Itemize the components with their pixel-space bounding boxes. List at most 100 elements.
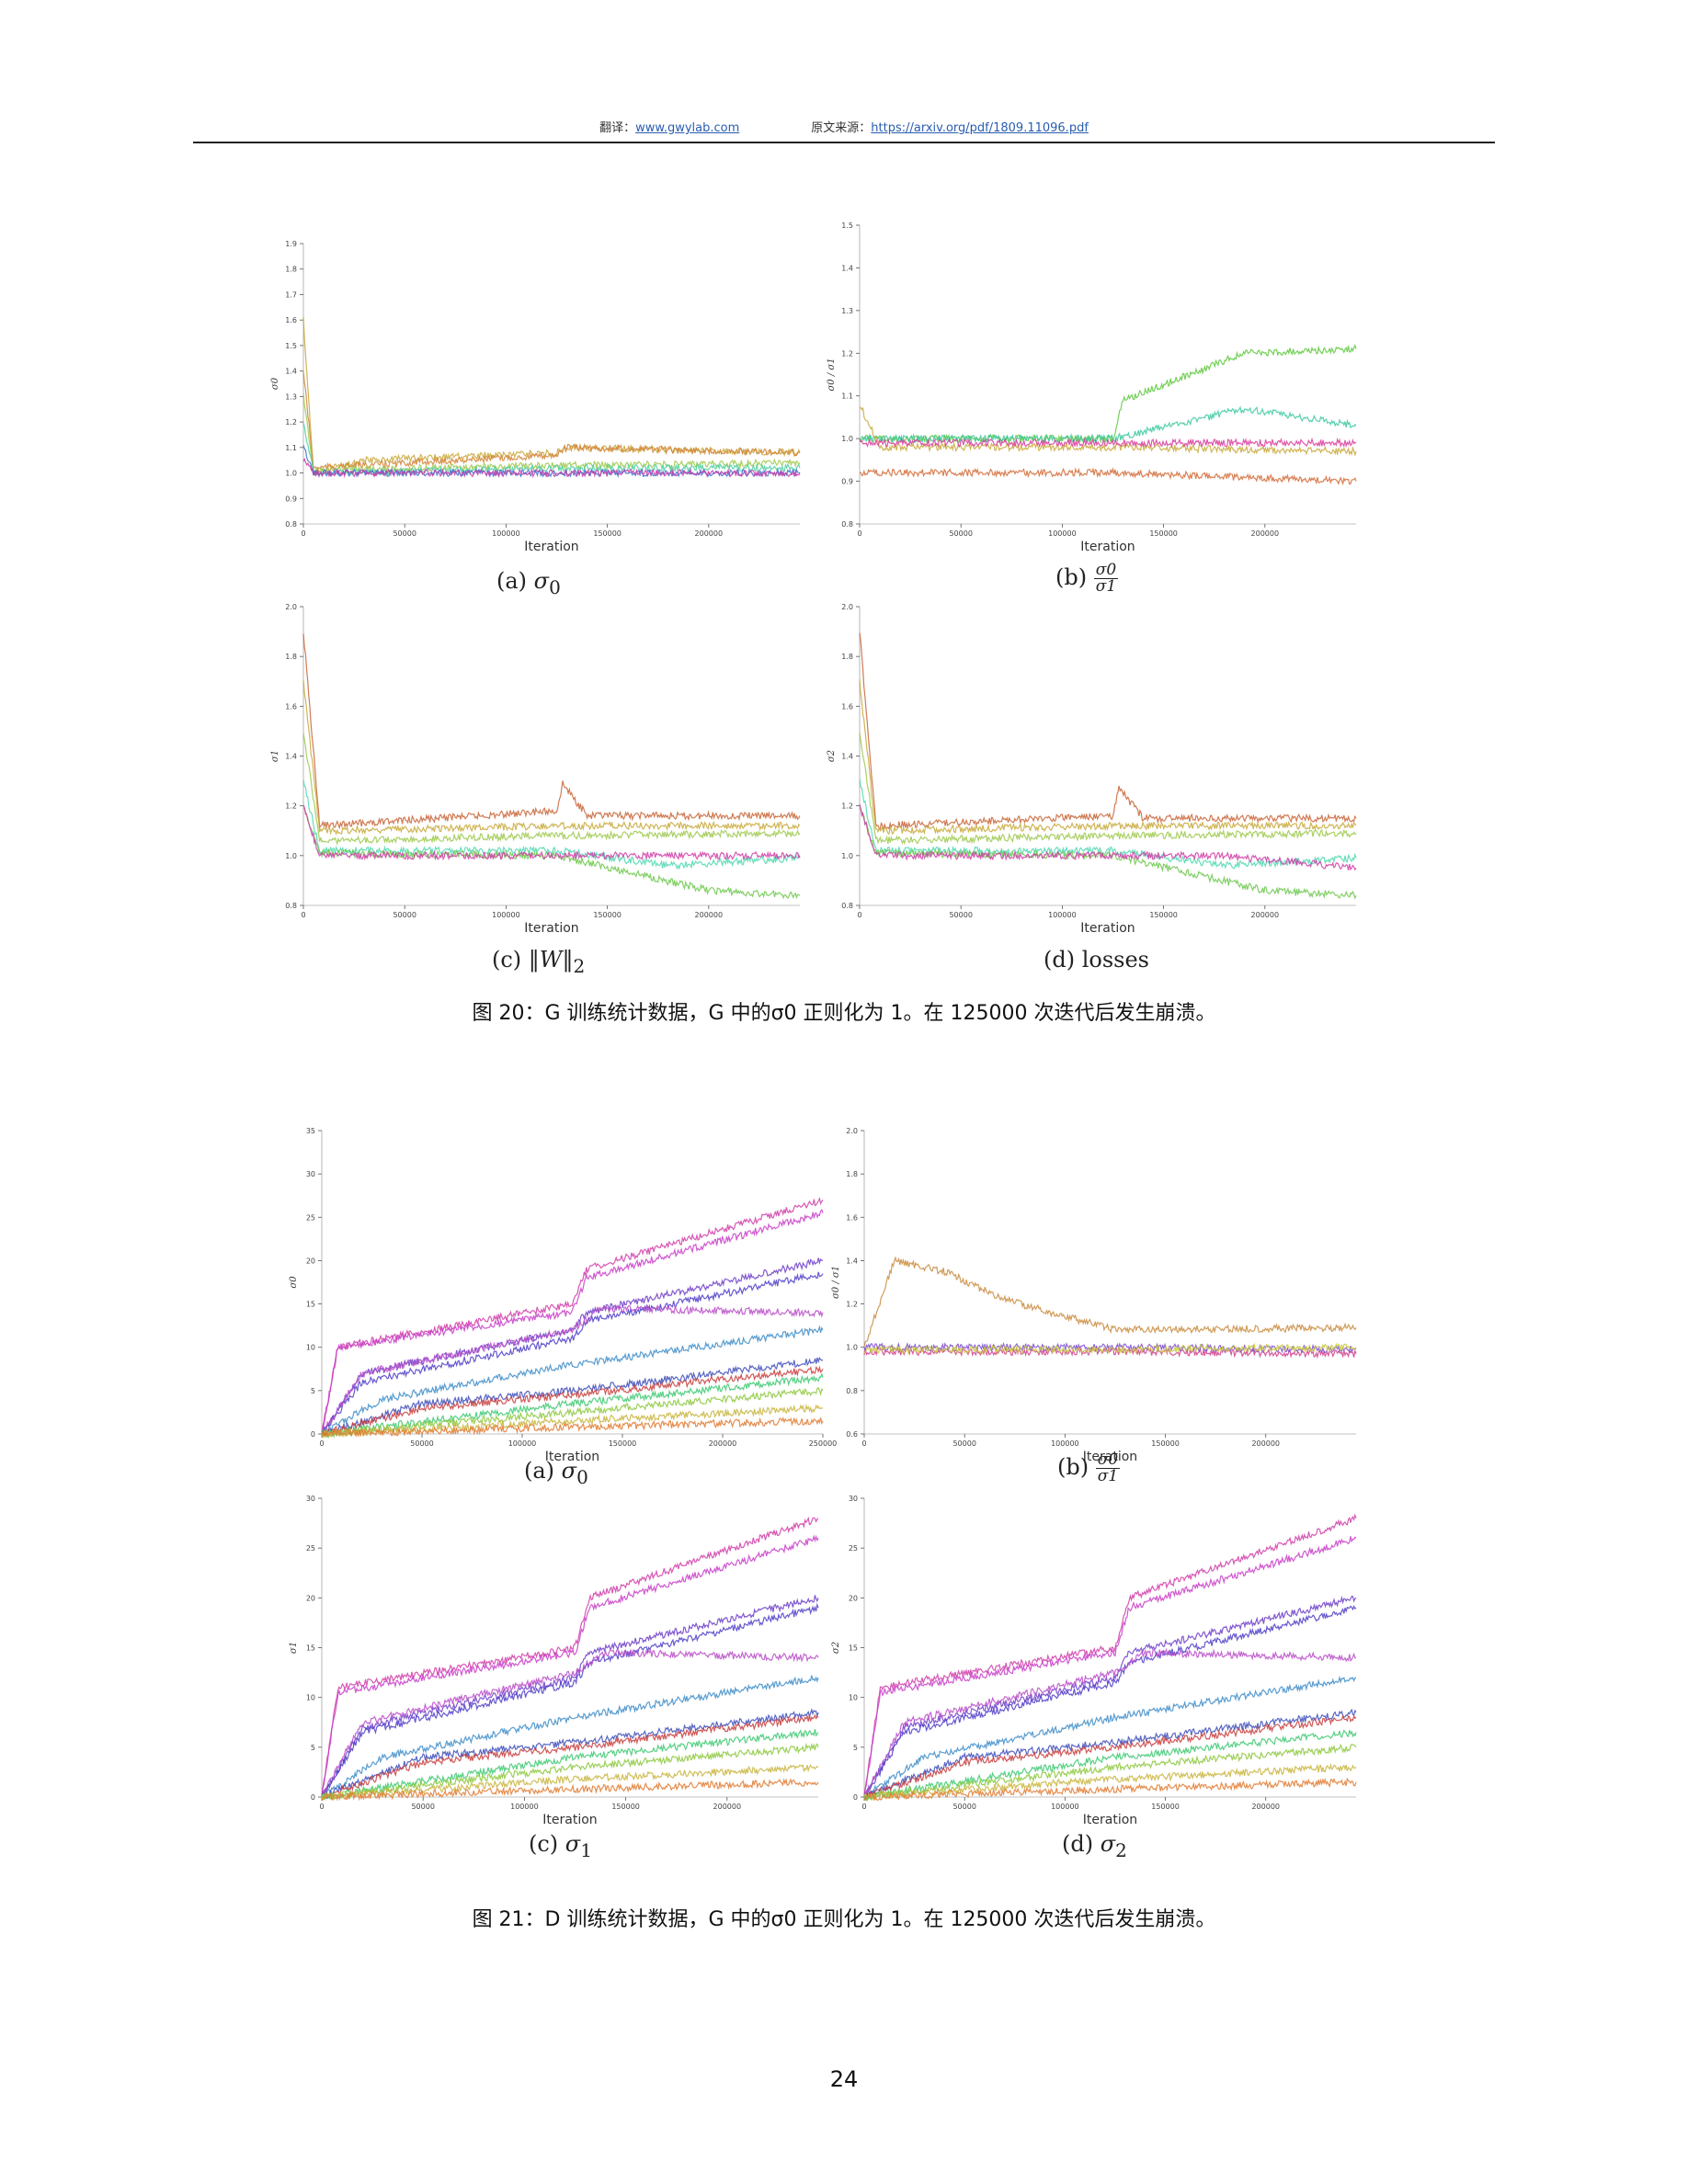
- y-tick-label: 1.6: [285, 702, 297, 711]
- fig20d-svg: 0.8 1.0 1.2 1.4 1.6 1.8 2.0 0 50000 100000 150000 2…: [827, 603, 1357, 936]
- series-line-s11: [863, 1762, 1357, 1802]
- series-line-s3: [321, 1595, 819, 1796]
- y-tick-label: 30: [306, 1170, 315, 1178]
- x-tick-label: 150000: [609, 1439, 637, 1448]
- y-tick-label: 1.8: [285, 266, 297, 274]
- y-axis-label: σ0 / σ1: [831, 1266, 841, 1299]
- series-line-s6: [302, 457, 801, 479]
- y-tick-label: 1.9: [285, 240, 297, 248]
- series-line-s2: [863, 1536, 1357, 1799]
- y-tick-label: 1.8: [841, 653, 853, 661]
- fig20-label-d: (d) losses: [1044, 947, 1149, 973]
- y-tick-label: 1.2: [846, 1301, 858, 1309]
- x-tick-label: 250000: [809, 1439, 838, 1448]
- y-tick-label: 0: [311, 1793, 315, 1802]
- x-tick-label: 200000: [1251, 529, 1280, 538]
- y-tick-label: 1.7: [285, 290, 297, 299]
- series-line-s5: [863, 1647, 1357, 1800]
- series-line-s3: [859, 406, 1357, 457]
- y-axis-label: σ2: [831, 1642, 841, 1654]
- axis-lines: [859, 607, 1356, 906]
- y-axis-label: σ0 / σ1: [827, 358, 837, 391]
- y-tick-label: 1.6: [846, 1213, 858, 1222]
- x-tick-label: 200000: [695, 911, 724, 919]
- series-line-s7: [863, 1708, 1357, 1802]
- y-tick-label: 10: [306, 1694, 315, 1702]
- y-tick-label: 15: [306, 1301, 315, 1309]
- axis-lines: [859, 225, 1356, 525]
- x-tick-label: 100000: [1048, 529, 1077, 538]
- y-tick-label: 20: [306, 1257, 315, 1265]
- x-axis-label: Iteration: [545, 1450, 599, 1464]
- series-line-s6: [863, 1675, 1357, 1800]
- fig20-plot-b: 0.8 0.9 1.0 1.1 1.2 1.3 1.4 1.5 0 50000 100000 1500…: [818, 216, 1370, 556]
- y-tick-label: 1.4: [841, 753, 853, 761]
- x-axis-label: Iteration: [1080, 540, 1135, 554]
- fig21-plot-a: 0 5 10 15 20 25 30 35 0 50000 100000 150000 200000 25…: [276, 1117, 837, 1466]
- series-line-s12: [863, 1777, 1357, 1801]
- y-tick-label: 0.6: [846, 1430, 858, 1439]
- fig21-plot-c: 0 5 10 15 20 25 30 0 50000 100000 150000 200000 Iter…: [276, 1489, 837, 1829]
- y-tick-label: 1.1: [841, 392, 853, 401]
- series-line-s4: [321, 1602, 819, 1800]
- y-axis-label: σ1: [289, 1642, 299, 1654]
- page-header: 翻译：www.gwylab.com 原文来源：https://arxiv.org/…: [0, 118, 1688, 135]
- fig20b-svg: 0.8 0.9 1.0 1.1 1.2 1.3 1.4 1.5 0 50000 100000 1500…: [827, 222, 1357, 554]
- source-link[interactable]: https://arxiv.org/pdf/1809.11096.pdf: [871, 121, 1089, 135]
- y-tick-label: 1.0: [841, 435, 853, 443]
- series-line-s8: [863, 1714, 1357, 1800]
- y-tick-label: 15: [849, 1644, 858, 1653]
- series-line-s2: [321, 1534, 819, 1800]
- header-rule: [193, 142, 1495, 143]
- series-line-s10: [863, 1743, 1357, 1802]
- y-tick-label: 2.0: [846, 1127, 858, 1135]
- y-tick-label: 1.1: [285, 444, 297, 452]
- y-tick-label: 1.0: [285, 852, 297, 860]
- y-tick-label: 10: [849, 1694, 858, 1702]
- x-axis-label: Iteration: [524, 540, 578, 554]
- series-line-s6: [859, 803, 1357, 871]
- series-line-s3: [321, 1257, 824, 1436]
- series-line-s5: [321, 1648, 819, 1798]
- fig20c-svg: 0.8 1.0 1.2 1.4 1.6 1.8 2.0 0 50000 100000 150000 2…: [270, 603, 801, 936]
- y-tick-label: 1.0: [846, 1344, 858, 1352]
- fig21c-svg: 0 5 10 15 20 25 30 0 50000 100000 150000 200000 Iter…: [289, 1495, 819, 1827]
- x-tick-label: 0: [319, 1803, 324, 1811]
- fig21-label-d: (d) σ2: [1062, 1831, 1127, 1861]
- x-tick-label: 200000: [695, 529, 724, 538]
- y-tick-label: 0: [853, 1793, 858, 1802]
- x-tick-label: 50000: [393, 911, 416, 919]
- series-line-s5: [321, 1303, 824, 1436]
- series-line-s4: [863, 1604, 1357, 1800]
- fig21d-svg: 0 5 10 15 20 25 30 0 50000 100000 150000 200000 Iter…: [831, 1495, 1357, 1827]
- x-tick-label: 150000: [593, 911, 622, 919]
- y-tick-label: 25: [849, 1544, 858, 1553]
- series-line-s8: [321, 1713, 819, 1801]
- x-tick-label: 150000: [1151, 1803, 1180, 1811]
- series-line-s4: [859, 467, 1357, 486]
- x-axis-label: Iteration: [1083, 1450, 1137, 1464]
- fig21-plot-b: 0.6 0.8 1.0 1.2 1.4 1.6 1.8 2.0 0 50000 100000 1500…: [818, 1117, 1370, 1466]
- fig20-plot-d: 0.8 1.0 1.2 1.4 1.6 1.8 2.0 0 50000 100000 150000 2…: [818, 597, 1370, 938]
- x-tick-label: 200000: [709, 1439, 737, 1448]
- x-tick-label: 0: [857, 911, 861, 919]
- x-tick-label: 50000: [952, 1439, 975, 1448]
- series-line-s1: [863, 1256, 1357, 1348]
- y-tick-label: 1.2: [841, 802, 853, 811]
- y-tick-label: 0.8: [841, 520, 853, 529]
- x-tick-label: 50000: [949, 911, 972, 919]
- y-tick-label: 5: [311, 1387, 315, 1395]
- series-line-s6: [321, 1675, 819, 1801]
- x-tick-label: 0: [319, 1439, 324, 1448]
- series-line-s11: [321, 1764, 819, 1802]
- series-line-s2: [859, 405, 1357, 445]
- x-tick-label: 0: [861, 1439, 866, 1448]
- y-tick-label: 15: [306, 1644, 315, 1653]
- translate-link[interactable]: www.gwylab.com: [635, 121, 740, 135]
- source-label: 原文来源：: [811, 121, 872, 135]
- fig21-label-a: (a) σ0: [524, 1458, 588, 1488]
- series-line-s10: [321, 1387, 824, 1439]
- y-tick-label: 1.4: [285, 368, 297, 376]
- x-tick-label: 150000: [1149, 911, 1178, 919]
- x-tick-label: 50000: [952, 1803, 975, 1811]
